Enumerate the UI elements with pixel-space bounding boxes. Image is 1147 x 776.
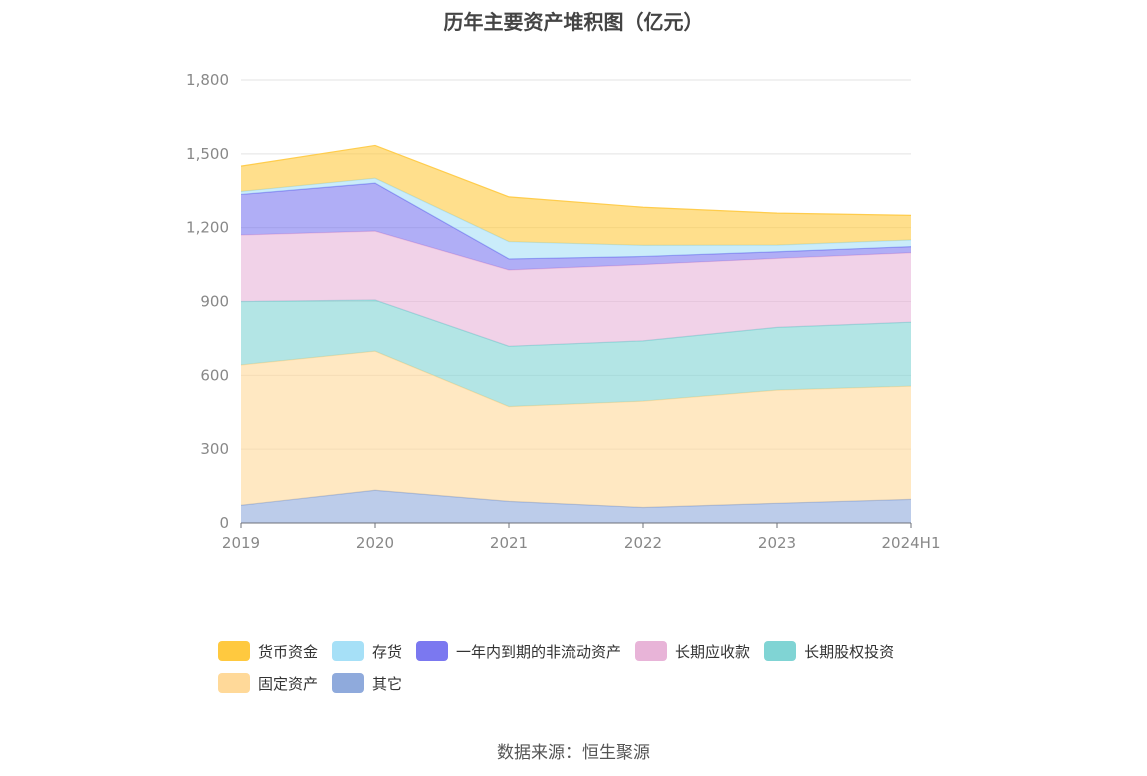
legend-label: 其它 <box>372 674 403 693</box>
y-tick-label: 300 <box>200 440 229 458</box>
area-series <box>241 183 911 270</box>
legend-swatch <box>764 641 797 661</box>
area-series <box>241 145 911 246</box>
legend-item-feiliudong[interactable]: 一年内到期的非流动资产 <box>416 640 621 662</box>
x-tick-label: 2020 <box>356 534 394 552</box>
y-tick-label: 0 <box>219 514 229 532</box>
legend-label: 长期股权投资 <box>804 642 895 661</box>
y-tick-label: 1,200 <box>186 219 229 237</box>
y-tick-label: 900 <box>200 293 229 311</box>
area-series <box>241 178 911 259</box>
legend-label: 存货 <box>372 642 403 661</box>
data-source: 数据来源：恒生聚源 <box>497 743 650 763</box>
x-tick-label: 2019 <box>222 534 260 552</box>
legend-item-qita[interactable]: 其它 <box>332 672 402 694</box>
x-tick-label: 2024H1 <box>882 534 941 552</box>
legend-item-changqiguquantouzi[interactable]: 长期股权投资 <box>764 640 894 662</box>
legend-swatch <box>635 641 668 661</box>
area-series <box>241 231 911 347</box>
legend-swatch <box>218 641 250 661</box>
legend-label: 一年内到期的非流动资产 <box>456 642 622 661</box>
y-tick-label: 1,800 <box>186 71 229 89</box>
legend-swatch <box>332 673 365 693</box>
stacked-area-chart: 0 300 600 900 1,200 1,500 1,800 2019 2020 2021 202… <box>186 71 941 552</box>
series-line <box>240 144 912 216</box>
legend-swatch <box>416 641 449 661</box>
x-tick-label: 2022 <box>624 534 662 552</box>
series-line <box>240 182 912 260</box>
area-series <box>241 300 911 407</box>
legend-swatch <box>218 673 250 693</box>
legend-label: 固定资产 <box>258 674 319 693</box>
legend-item-gudingzichan[interactable]: 固定资产 <box>218 672 318 694</box>
legend-item-cunhuo[interactable]: 存货 <box>332 640 402 662</box>
legend-item-huobizijin[interactable]: 货币资金 <box>218 640 318 662</box>
y-tick-label: 1,500 <box>186 145 229 163</box>
x-tick-label: 2023 <box>758 534 796 552</box>
legend-item-changqiyingshoukuan[interactable]: 长期应收款 <box>635 640 750 662</box>
chart-title: 历年主要资产堆积图（亿元） <box>443 10 704 34</box>
legend-label: 货币资金 <box>258 642 319 661</box>
legend-label: 长期应收款 <box>675 642 751 661</box>
legend-swatch <box>332 641 365 661</box>
area-series <box>241 490 911 523</box>
area-series <box>241 351 911 508</box>
y-tick-label: 600 <box>200 366 229 384</box>
chart-legend: 货币资金 存货 一年内到期的非流动资产 长期应收款 长期股权投资 固定资产 其它 <box>218 640 958 694</box>
x-tick-label: 2021 <box>490 534 528 552</box>
